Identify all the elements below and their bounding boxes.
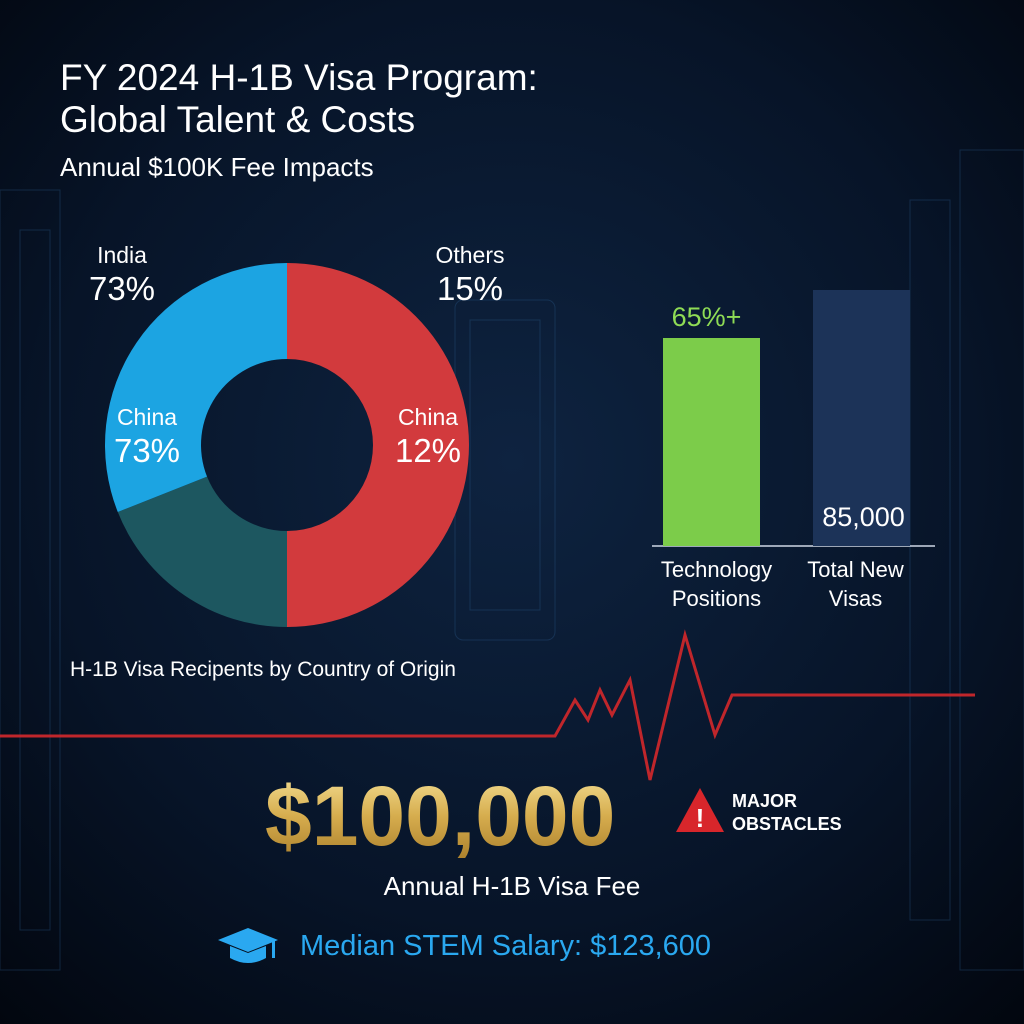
slice-value-label: 15%	[437, 270, 503, 307]
bar-category: Positions	[672, 586, 761, 611]
warning-text: OBSTACLES	[732, 814, 842, 834]
donut-slice	[117, 476, 288, 627]
slice-name: China	[117, 404, 177, 430]
warning-mark: !	[696, 803, 705, 833]
slice-value-label: 73%	[114, 432, 180, 469]
warning-text: MAJOR	[732, 791, 797, 811]
title: Global Talent & Costs	[60, 99, 415, 140]
heartbeat-line	[0, 629, 975, 781]
server-racks	[0, 149, 1024, 971]
bar-category: Technology	[661, 557, 772, 582]
donut-slice	[287, 263, 469, 627]
warning-icon	[676, 788, 724, 832]
bar	[663, 338, 760, 546]
subtitle: Annual $100K Fee Impacts	[60, 152, 374, 182]
salary: Median STEM Salary: $123,600	[300, 930, 711, 962]
slice-name: India	[97, 242, 147, 268]
slice-value-label: 12%	[395, 432, 461, 469]
pie-caption: H-1B Visa Recipents by Country of Origin	[70, 658, 456, 681]
bar-value-label: 65%+	[672, 302, 742, 332]
slice-value-label: 73%	[89, 270, 155, 307]
grad-cap-icon	[218, 928, 278, 963]
title: FY 2024 H-1B Visa Program:	[60, 57, 538, 98]
slice-name: Others	[435, 242, 504, 268]
fee-label: Annual H-1B Visa Fee	[384, 871, 641, 901]
slice-name: China	[398, 404, 458, 430]
bar	[813, 290, 910, 546]
bar-category: Visas	[829, 586, 882, 611]
fee-amount: $100,000	[265, 769, 615, 863]
donut-slice	[104, 263, 287, 512]
bar-category: Total New	[807, 557, 904, 582]
bar-value-label: 85,000	[822, 502, 905, 532]
